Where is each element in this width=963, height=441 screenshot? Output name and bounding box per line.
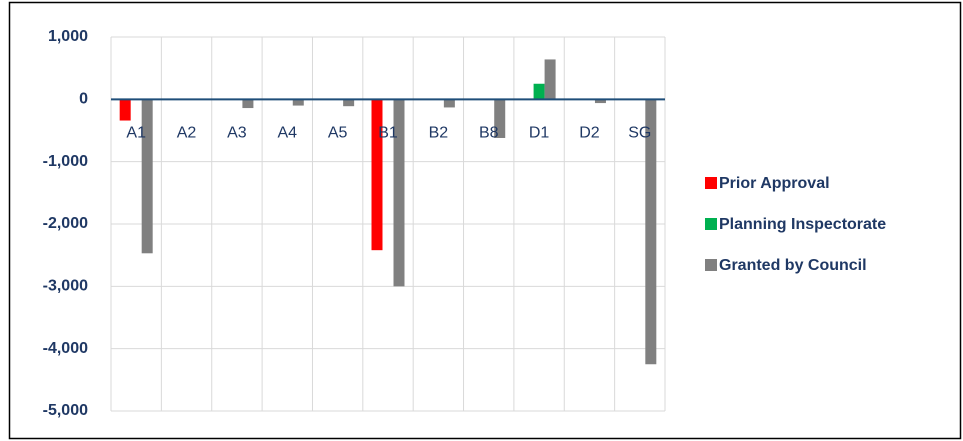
y-tick-label: 0 xyxy=(79,91,88,108)
chart-border xyxy=(8,1,962,440)
bar xyxy=(645,99,657,365)
y-tick-label: -3,000 xyxy=(43,278,88,295)
bar xyxy=(533,83,545,100)
bar xyxy=(443,99,455,108)
bar xyxy=(292,99,304,106)
bar xyxy=(141,99,153,254)
y-tick-label: 1,000 xyxy=(48,28,88,45)
legend-swatch xyxy=(705,259,717,271)
y-tick-label: -1,000 xyxy=(43,153,88,170)
bar xyxy=(242,99,254,109)
legend-label: Prior Approval xyxy=(719,175,830,192)
x-tick-label: B8 xyxy=(479,125,499,142)
bar xyxy=(544,59,556,100)
x-tick-label: A5 xyxy=(328,125,348,142)
x-tick-label: B1 xyxy=(378,125,398,142)
x-tick-label: A2 xyxy=(177,125,197,142)
x-tick-label: D1 xyxy=(529,125,550,142)
x-tick-label: B2 xyxy=(429,125,449,142)
legend-swatch xyxy=(705,177,717,189)
y-tick-label: -5,000 xyxy=(43,402,88,419)
y-tick-label: -2,000 xyxy=(43,215,88,232)
bar xyxy=(594,99,606,104)
bar xyxy=(343,99,355,107)
y-tick-label: -4,000 xyxy=(43,340,88,357)
legend-label: Planning Inspectorate xyxy=(719,216,886,233)
bar xyxy=(494,99,506,138)
x-tick-label: A4 xyxy=(277,125,297,142)
x-tick-label: A1 xyxy=(126,125,146,142)
legend-swatch xyxy=(705,218,717,230)
legend-label: Granted by Council xyxy=(719,257,867,274)
x-tick-label: SG xyxy=(628,125,651,142)
x-tick-label: A3 xyxy=(227,125,247,142)
bar xyxy=(393,99,405,287)
bar xyxy=(119,99,131,121)
x-tick-label: D2 xyxy=(579,125,600,142)
bar xyxy=(371,99,383,251)
